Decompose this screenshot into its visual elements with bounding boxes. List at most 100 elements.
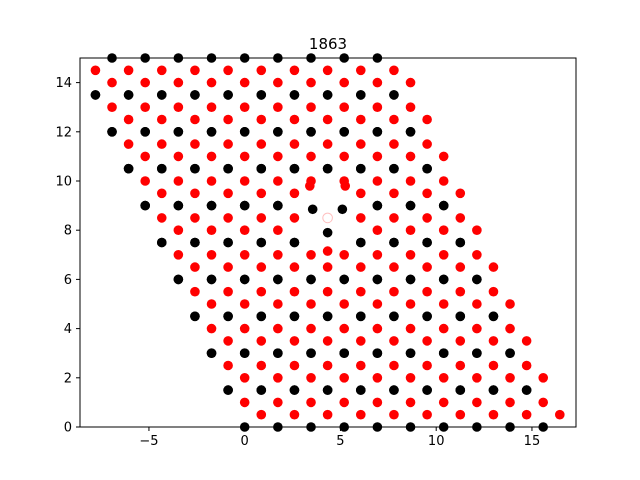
red-point (305, 181, 315, 191)
red-point (190, 139, 200, 149)
black-point (273, 200, 283, 211)
black-point (505, 348, 515, 359)
red-point (339, 299, 350, 309)
red-point (206, 77, 217, 88)
red-point (206, 323, 217, 334)
red-point (455, 213, 466, 223)
black-point (322, 227, 333, 238)
red-point (438, 250, 449, 260)
black-point (355, 237, 366, 248)
red-point (372, 323, 383, 334)
black-point (306, 348, 316, 359)
red-point (422, 114, 432, 125)
black-point (206, 348, 217, 359)
red-point (206, 102, 217, 112)
black-point (306, 127, 316, 137)
red-point (256, 65, 267, 76)
red-point (322, 246, 333, 256)
red-point (372, 225, 383, 235)
red-point (273, 176, 283, 186)
black-point (289, 163, 300, 174)
red-point (273, 373, 283, 383)
red-point (190, 213, 200, 223)
red-point (405, 250, 416, 260)
red-point (123, 65, 134, 76)
y-tick-label: 2 (64, 371, 72, 386)
red-point (190, 65, 200, 76)
red-point (355, 213, 366, 223)
red-point (223, 188, 233, 199)
red-point (190, 286, 200, 297)
x-tick-label: −5 (139, 434, 158, 449)
red-point (239, 373, 250, 383)
red-point (355, 360, 366, 371)
black-point (372, 348, 383, 359)
red-point (472, 397, 482, 408)
black-point (322, 163, 333, 174)
red-point (239, 77, 250, 88)
red-point (156, 65, 167, 76)
red-point (223, 336, 233, 346)
points-layer (90, 53, 565, 432)
red-point (239, 397, 250, 408)
red-point (521, 409, 532, 420)
black-point (339, 127, 350, 137)
red-point (289, 336, 300, 346)
red-point (455, 336, 466, 346)
red-point (339, 373, 350, 383)
black-point (256, 311, 267, 322)
red-point (422, 360, 432, 371)
black-point (488, 311, 499, 322)
black-point (306, 274, 316, 285)
black-point (256, 237, 267, 248)
black-point (223, 311, 233, 322)
red-point (405, 77, 416, 88)
black-point (337, 204, 348, 215)
red-point (339, 250, 350, 260)
red-point (455, 188, 466, 199)
red-point (206, 151, 217, 162)
red-point (505, 323, 515, 334)
red-point (389, 336, 399, 346)
red-point (405, 373, 416, 383)
red-point (90, 65, 101, 76)
red-point (306, 299, 316, 309)
red-point (173, 151, 184, 162)
red-point (389, 139, 399, 149)
red-point (422, 286, 432, 297)
black-point (422, 163, 432, 174)
red-point (355, 409, 366, 420)
red-point (372, 299, 383, 309)
black-point (438, 200, 449, 211)
red-point (339, 102, 350, 112)
red-point (273, 102, 283, 112)
y-tick-label: 10 (55, 175, 72, 190)
red-point (372, 151, 383, 162)
red-point (422, 213, 432, 223)
red-point (355, 188, 366, 199)
red-point (107, 77, 117, 88)
red-point (256, 262, 267, 272)
red-point (389, 114, 399, 125)
red-point (472, 299, 482, 309)
red-point (438, 176, 449, 186)
red-point (123, 139, 134, 149)
red-point (355, 114, 366, 125)
red-point (438, 397, 449, 408)
red-point (422, 409, 432, 420)
red-point (405, 299, 416, 309)
red-point (538, 373, 549, 383)
black-point (140, 200, 150, 211)
red-point (273, 250, 283, 260)
red-point (422, 336, 432, 346)
red-point (256, 188, 267, 199)
red-point (107, 102, 117, 112)
red-point (405, 397, 416, 408)
black-point (256, 90, 267, 100)
red-point (306, 151, 316, 162)
red-point (521, 360, 532, 371)
red-point (322, 336, 333, 346)
red-point (389, 65, 399, 76)
black-point (422, 311, 432, 322)
red-point (273, 151, 283, 162)
